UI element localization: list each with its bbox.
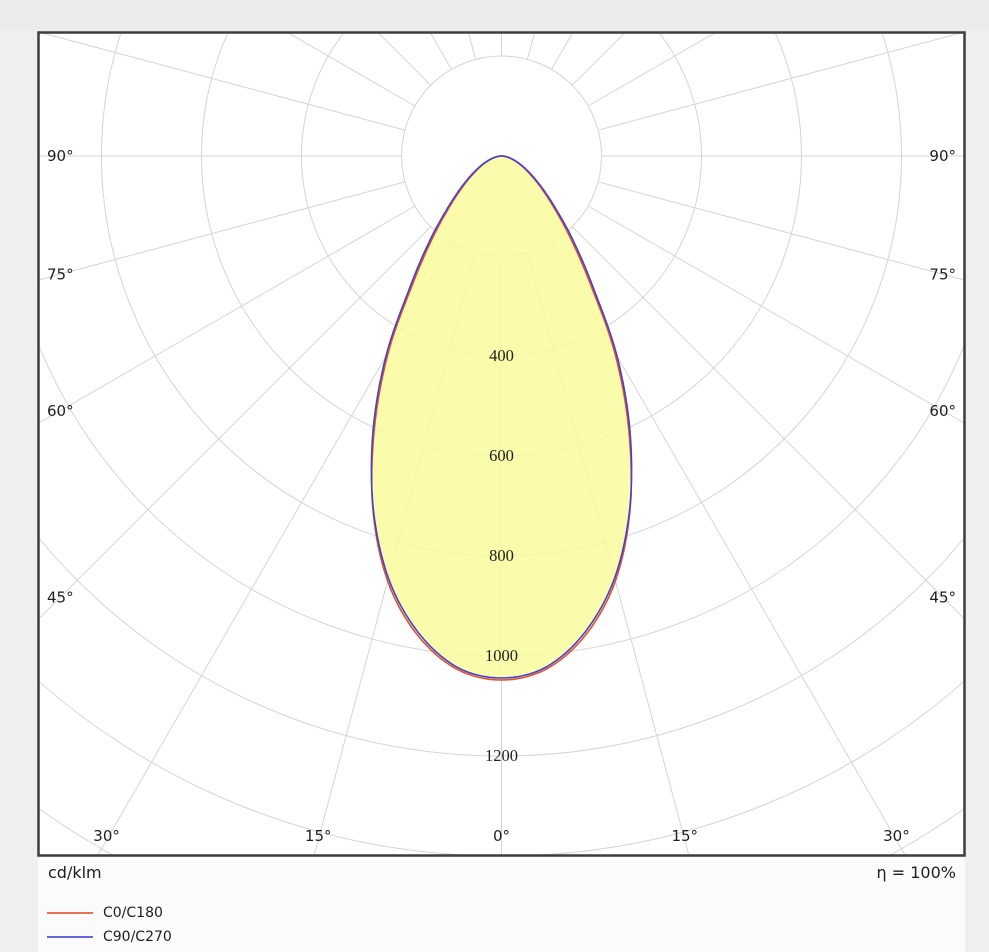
legend-label: C90/C270	[103, 929, 172, 945]
angle-label-right-60: 60°	[929, 402, 956, 420]
grid-spoke-105	[597, 32, 965, 131]
angle-label-left-90: 90°	[47, 147, 74, 165]
grid-spoke-285	[38, 181, 406, 281]
angle-label-left-75: 75°	[47, 265, 74, 283]
grid-spoke-60	[587, 205, 965, 424]
grid-spoke-240	[286, 32, 416, 107]
radial-tick-label-1200: 1200	[485, 746, 518, 765]
angle-label-right-45: 45°	[929, 589, 956, 607]
plot-frame	[37, 31, 966, 857]
angle-label-left-45: 45°	[47, 589, 74, 607]
radial-tick-label-600: 600	[489, 446, 514, 465]
angle-label-bottom-30: 30°	[883, 827, 910, 845]
radial-tick-label-800: 800	[489, 546, 514, 565]
angle-label-right-90: 90°	[929, 147, 956, 165]
angle-labels: 90° 75° 60° 45° 90° 75° 60° 45° 30° 15° 0° 15° 30°	[47, 147, 956, 845]
curve-c90-c270	[370, 155, 633, 679]
radial-tick-label-400: 400	[489, 346, 514, 365]
footer-panel	[38, 857, 965, 952]
angle-label-right-75: 75°	[929, 265, 956, 283]
angle-label-bottom--15: 15°	[305, 827, 332, 845]
grid-spoke-120	[587, 32, 717, 107]
angle-label-bottom-15: 15°	[671, 827, 698, 845]
grid-spoke-75	[597, 181, 965, 281]
unit-label: cd/klm	[48, 863, 102, 882]
radial-tick-labels: 400 600 800 1000 1200	[485, 346, 518, 765]
legend-item-c90-c270: C90/C270	[47, 925, 172, 949]
legend: C0/C180 C90/C270	[47, 901, 172, 949]
angle-label-bottom--30: 30°	[93, 827, 120, 845]
grid-spoke-300	[38, 205, 416, 424]
radial-tick-label-1000: 1000	[485, 646, 518, 665]
distribution-fill-1	[371, 156, 632, 678]
efficiency-label: η = 100%	[876, 863, 956, 882]
c90-c270-line-swatch	[47, 936, 93, 938]
angle-label-bottom-0: 0°	[493, 827, 510, 845]
grid-spoke-255	[38, 32, 406, 131]
c0-c180-line-swatch	[47, 912, 93, 914]
top-margin-band	[0, 0, 989, 30]
grid-spoke-45	[571, 226, 965, 620]
grid-spoke-315	[38, 226, 432, 620]
legend-item-c0-c180: C0/C180	[47, 901, 172, 925]
legend-label: C0/C180	[103, 905, 163, 921]
angle-label-left-60: 60°	[47, 402, 74, 420]
